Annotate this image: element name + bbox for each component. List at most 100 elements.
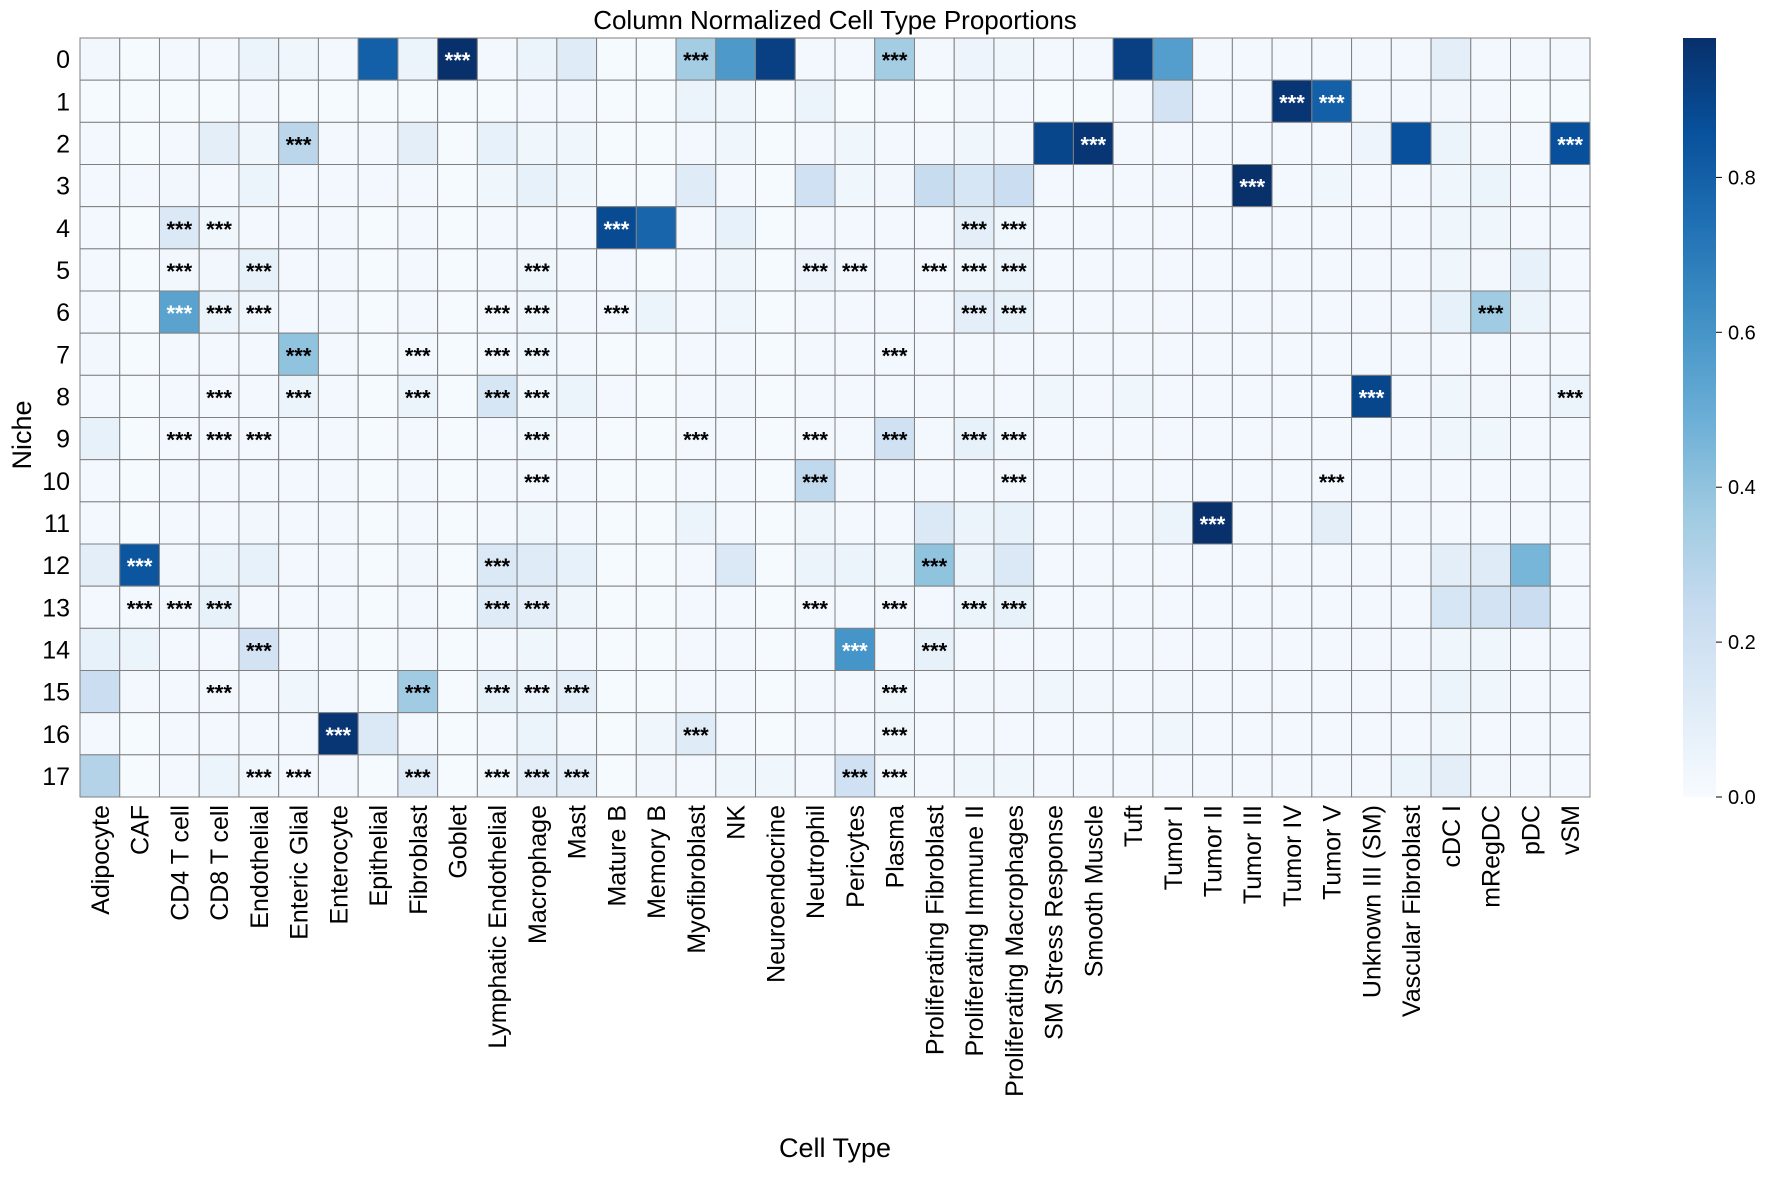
heatmap-cell [1549, 37, 1591, 81]
heatmap-cell [913, 374, 955, 419]
y-tick-label: 12 [42, 552, 70, 580]
heatmap-cell [1152, 417, 1194, 461]
y-tick-label: 16 [42, 721, 70, 749]
heatmap-cell [715, 543, 757, 587]
heatmap-cell [1033, 374, 1074, 419]
x-tick-label: Vascular Fibroblast [1398, 805, 1426, 1017]
heatmap-cell [1390, 248, 1432, 292]
heatmap-cell [516, 164, 558, 208]
significance-marker: *** [842, 638, 868, 663]
heatmap-cell [794, 121, 836, 166]
heatmap-cell [476, 670, 518, 714]
heatmap-cell [993, 79, 1035, 123]
heatmap-cell [675, 206, 717, 250]
heatmap-cell [1152, 754, 1194, 798]
heatmap-cell [1311, 754, 1353, 798]
heatmap-cell [834, 206, 876, 250]
heatmap-cell [755, 121, 796, 166]
heatmap-cell [357, 37, 399, 81]
x-tick-label: Proliferating Macrophages [1001, 805, 1029, 1097]
heatmap-cell [1470, 754, 1512, 798]
heatmap-cell [1549, 627, 1591, 671]
heatmap-cell [1390, 164, 1432, 208]
heatmap-cell [834, 543, 876, 587]
heatmap-cell [1430, 543, 1472, 587]
significance-marker: *** [882, 681, 908, 706]
y-tick-label: 17 [42, 763, 70, 791]
heatmap-cell [198, 37, 240, 81]
heatmap-cell [476, 501, 518, 545]
significance-marker: *** [1557, 132, 1583, 157]
significance-marker: *** [484, 554, 510, 579]
heatmap-cell [1072, 712, 1114, 756]
heatmap-cell [1351, 121, 1392, 166]
heatmap-cell [1470, 501, 1512, 545]
heatmap-cell [516, 501, 558, 545]
heatmap-cell [119, 206, 160, 250]
heatmap-cell [357, 206, 399, 250]
heatmap-cell [397, 459, 439, 503]
heatmap-cell [1072, 459, 1114, 503]
x-tick-label: Enterocyte [325, 805, 353, 925]
heatmap-cell [1351, 332, 1392, 376]
heatmap-cell [715, 670, 757, 714]
heatmap-cell [1152, 37, 1194, 81]
heatmap-cell [357, 417, 399, 461]
heatmap-cell [1549, 79, 1591, 123]
heatmap-cell [1311, 417, 1353, 461]
heatmap-cell [953, 121, 995, 166]
heatmap-cell [1351, 206, 1392, 250]
heatmap-cell [198, 206, 240, 250]
heatmap-cell [278, 670, 319, 714]
heatmap-cell [1072, 543, 1114, 587]
heatmap-cell [1390, 501, 1432, 545]
heatmap-cell [596, 121, 637, 166]
heatmap-cell [755, 627, 796, 671]
significance-marker: *** [1239, 175, 1265, 200]
heatmap-cell [1152, 290, 1194, 334]
heatmap-cell [1112, 585, 1154, 629]
heatmap-cell [198, 374, 240, 419]
heatmap-cell [437, 754, 478, 798]
heatmap-cell [476, 290, 518, 334]
heatmap-cell [715, 206, 757, 250]
heatmap-cell [755, 585, 796, 629]
significance-marker: *** [524, 765, 550, 790]
heatmap-cell [1152, 374, 1194, 419]
heatmap-cell [675, 627, 717, 671]
heatmap-cell [1470, 37, 1512, 81]
heatmap-cell [874, 206, 915, 250]
heatmap-cell [715, 164, 757, 208]
heatmap-cell [1231, 290, 1273, 334]
x-tick-label: Mature B [603, 805, 631, 906]
significance-marker: *** [961, 596, 987, 621]
heatmap-cell [238, 543, 280, 587]
colorbar-ticks: 0.0 0.2 0.4 0.6 0.8 [1716, 167, 1756, 809]
heatmap-cell [238, 37, 280, 81]
y-tick-label: 6 [56, 299, 70, 327]
heatmap-cell [913, 248, 955, 292]
heatmap-cell [913, 206, 955, 250]
heatmap-cell [397, 37, 439, 81]
significance-marker: *** [683, 428, 709, 453]
heatmap-cell [1033, 501, 1074, 545]
heatmap-cell [1390, 543, 1432, 587]
heatmap-cell [755, 754, 796, 798]
significance-marker: *** [206, 385, 232, 410]
heatmap-cell [1192, 290, 1233, 334]
heatmap-cell [238, 206, 280, 250]
heatmap-cell [1033, 121, 1074, 166]
heatmap-cell [1271, 374, 1313, 419]
heatmap-cell [397, 417, 439, 461]
x-tick-labels: Adipocyte CAF CD4 T cell CD8 T cell Endothel… [87, 805, 1585, 1097]
heatmap-cell [238, 417, 280, 461]
heatmap-cell [79, 754, 121, 798]
heatmap-cell [1192, 670, 1233, 714]
heatmap-cell [556, 459, 598, 503]
heatmap-cell [913, 164, 955, 208]
heatmap-cell [317, 627, 359, 671]
heatmap-cell [1430, 206, 1472, 250]
heatmap-cell [516, 206, 558, 250]
significance-marker: *** [882, 48, 908, 73]
heatmap-cell [1112, 121, 1154, 166]
